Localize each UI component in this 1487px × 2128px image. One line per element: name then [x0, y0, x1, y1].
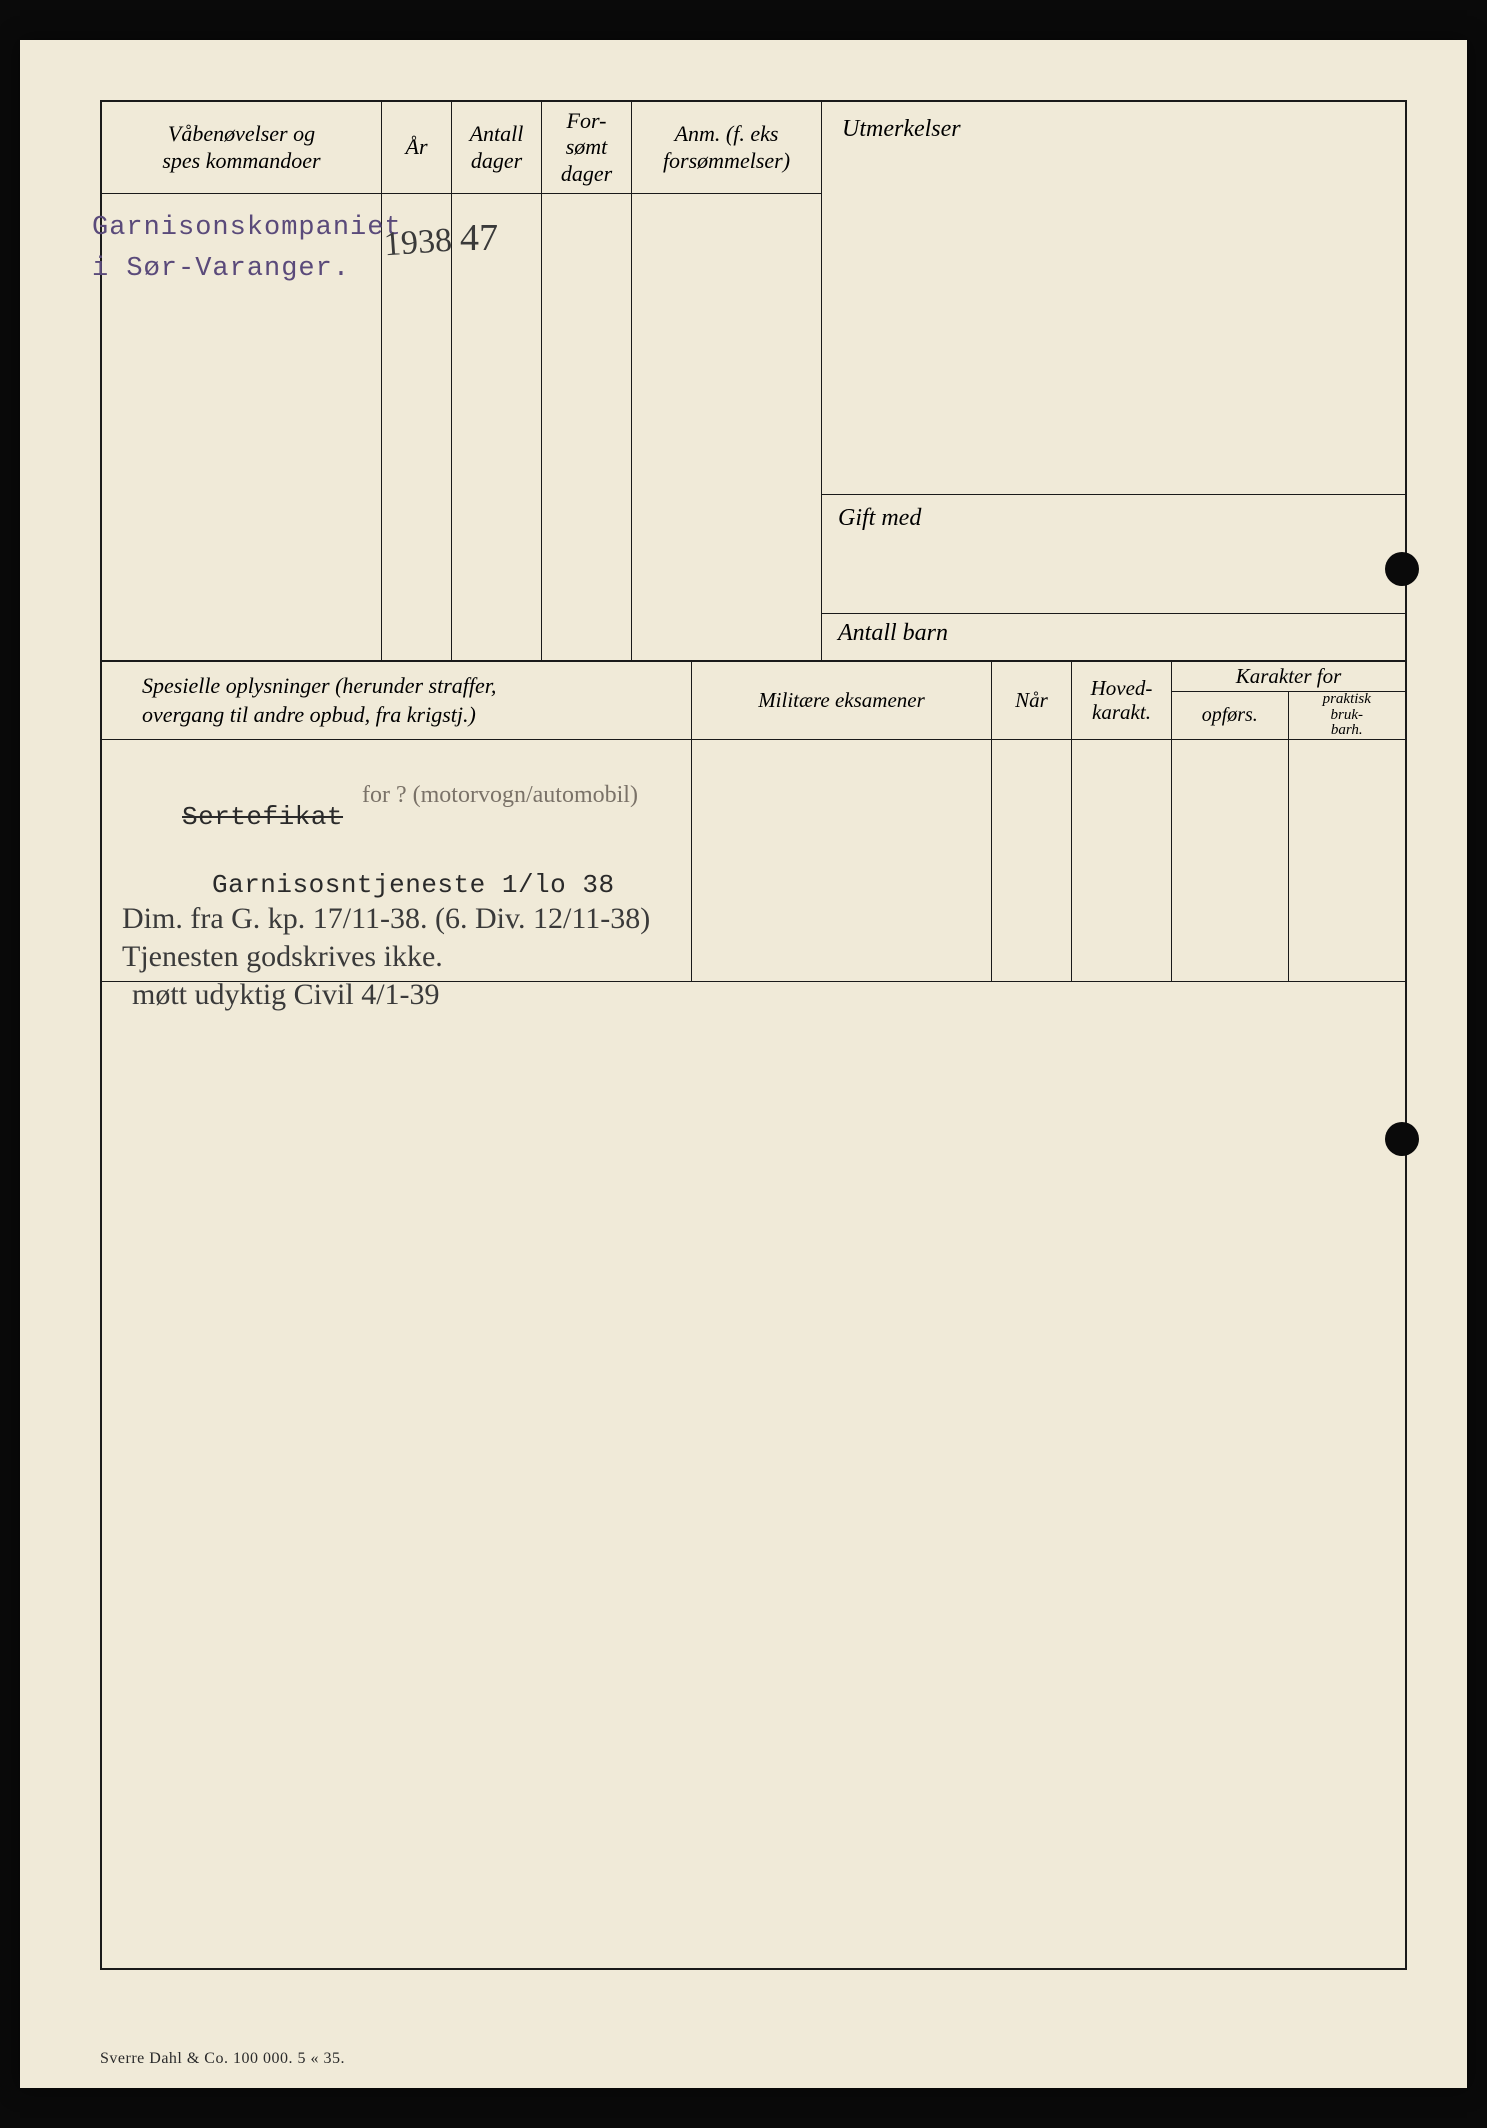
header-mil-eks: Militære eksamener	[692, 662, 992, 739]
hand-dim-line1: Dim. fra G. kp. 17/11-38. (6. Div. 12/11…	[122, 902, 650, 936]
header-aar: År	[382, 102, 452, 193]
typed-garnison: Garnisosntjeneste 1/lo 38	[212, 870, 615, 900]
upper-section: Våbenøvelser ogspes kommandoer År Antall…	[102, 102, 1405, 662]
upper-left-headers: Våbenøvelser ogspes kommandoer År Antall…	[102, 102, 821, 194]
upper-left-panel: Våbenøvelser ogspes kommandoer År Antall…	[102, 102, 822, 660]
col-opfors	[1172, 740, 1289, 981]
header-vabenovelser: Våbenøvelser ogspes kommandoer	[102, 102, 382, 193]
gift-med-box: Gift med	[822, 494, 1405, 614]
header-utmerkelser: Utmerkelser	[822, 102, 1405, 157]
header-naar: Når	[992, 662, 1072, 739]
utmerkelser-body	[822, 157, 1405, 494]
col-praktisk	[1289, 740, 1406, 981]
hand-dim-line2: Tjenesten godskrives ikke.	[122, 940, 443, 974]
punch-hole-icon	[1385, 552, 1419, 586]
header-anm: Anm. (f. eksforsømmelser)	[632, 102, 821, 193]
header-karakter-group: Karakter for opførs. praktiskbruk-barh.	[1172, 662, 1405, 739]
header-spesielle: Spesielle oplysninger (herunder straffer…	[102, 662, 691, 740]
document-page: Våbenøvelser ogspes kommandoer År Antall…	[20, 40, 1467, 2088]
hand-sertifikat-note: for ? (motorvogn/automobil)	[362, 782, 638, 809]
upper-left-body: Garnisonskompaniet i Sør-Varanger. 1938 …	[102, 194, 821, 660]
col-karakter	[1172, 740, 1405, 981]
lower-right-headers: Militære eksamener Når Hoved-karakt. Kar…	[692, 662, 1405, 740]
label-antall-barn: Antall barn	[838, 620, 948, 646]
typed-sertifikat: Sertefikat	[182, 802, 343, 832]
lower-right-panel: Militære eksamener Når Hoved-karakt. Kar…	[692, 662, 1405, 981]
antall-barn-box: Antall barn	[822, 614, 1405, 660]
col-antall-dager: 47	[452, 194, 542, 660]
header-antall-dager: Antalldager	[452, 102, 542, 193]
col-hoved	[1072, 740, 1172, 981]
header-karakter-sub: opførs. praktiskbruk-barh.	[1172, 692, 1405, 739]
form-card: Våbenøvelser ogspes kommandoer År Antall…	[100, 100, 1407, 1970]
header-opfors: opførs.	[1172, 692, 1289, 739]
punch-hole-icon	[1385, 1122, 1419, 1156]
col-anm	[632, 194, 821, 660]
col-forsomt	[542, 194, 632, 660]
label-gift-med: Gift med	[838, 505, 921, 531]
lower-right-body	[692, 740, 1405, 981]
col-naar	[992, 740, 1072, 981]
hand-year: 1938	[383, 222, 453, 265]
hand-dim-line3: møtt udyktig Civil 4/1-39	[132, 978, 440, 1012]
printer-footer: Sverre Dahl & Co. 100 000. 5 « 35.	[100, 2050, 345, 2068]
header-hoved: Hoved-karakt.	[1072, 662, 1172, 739]
col-aar: 1938	[382, 194, 452, 660]
stamp-garnison: Garnisonskompaniet i Sør-Varanger.	[92, 208, 402, 289]
upper-right-panel: Utmerkelser Gift med Antall barn	[822, 102, 1405, 660]
header-praktisk: praktiskbruk-barh.	[1289, 692, 1406, 739]
header-forsomt-dager: For-sømtdager	[542, 102, 632, 193]
header-karakter-for: Karakter for	[1172, 662, 1405, 692]
col-mil-eks	[692, 740, 992, 981]
col-vabenovelser: Garnisonskompaniet i Sør-Varanger.	[102, 194, 382, 660]
hand-days: 47	[460, 216, 498, 260]
